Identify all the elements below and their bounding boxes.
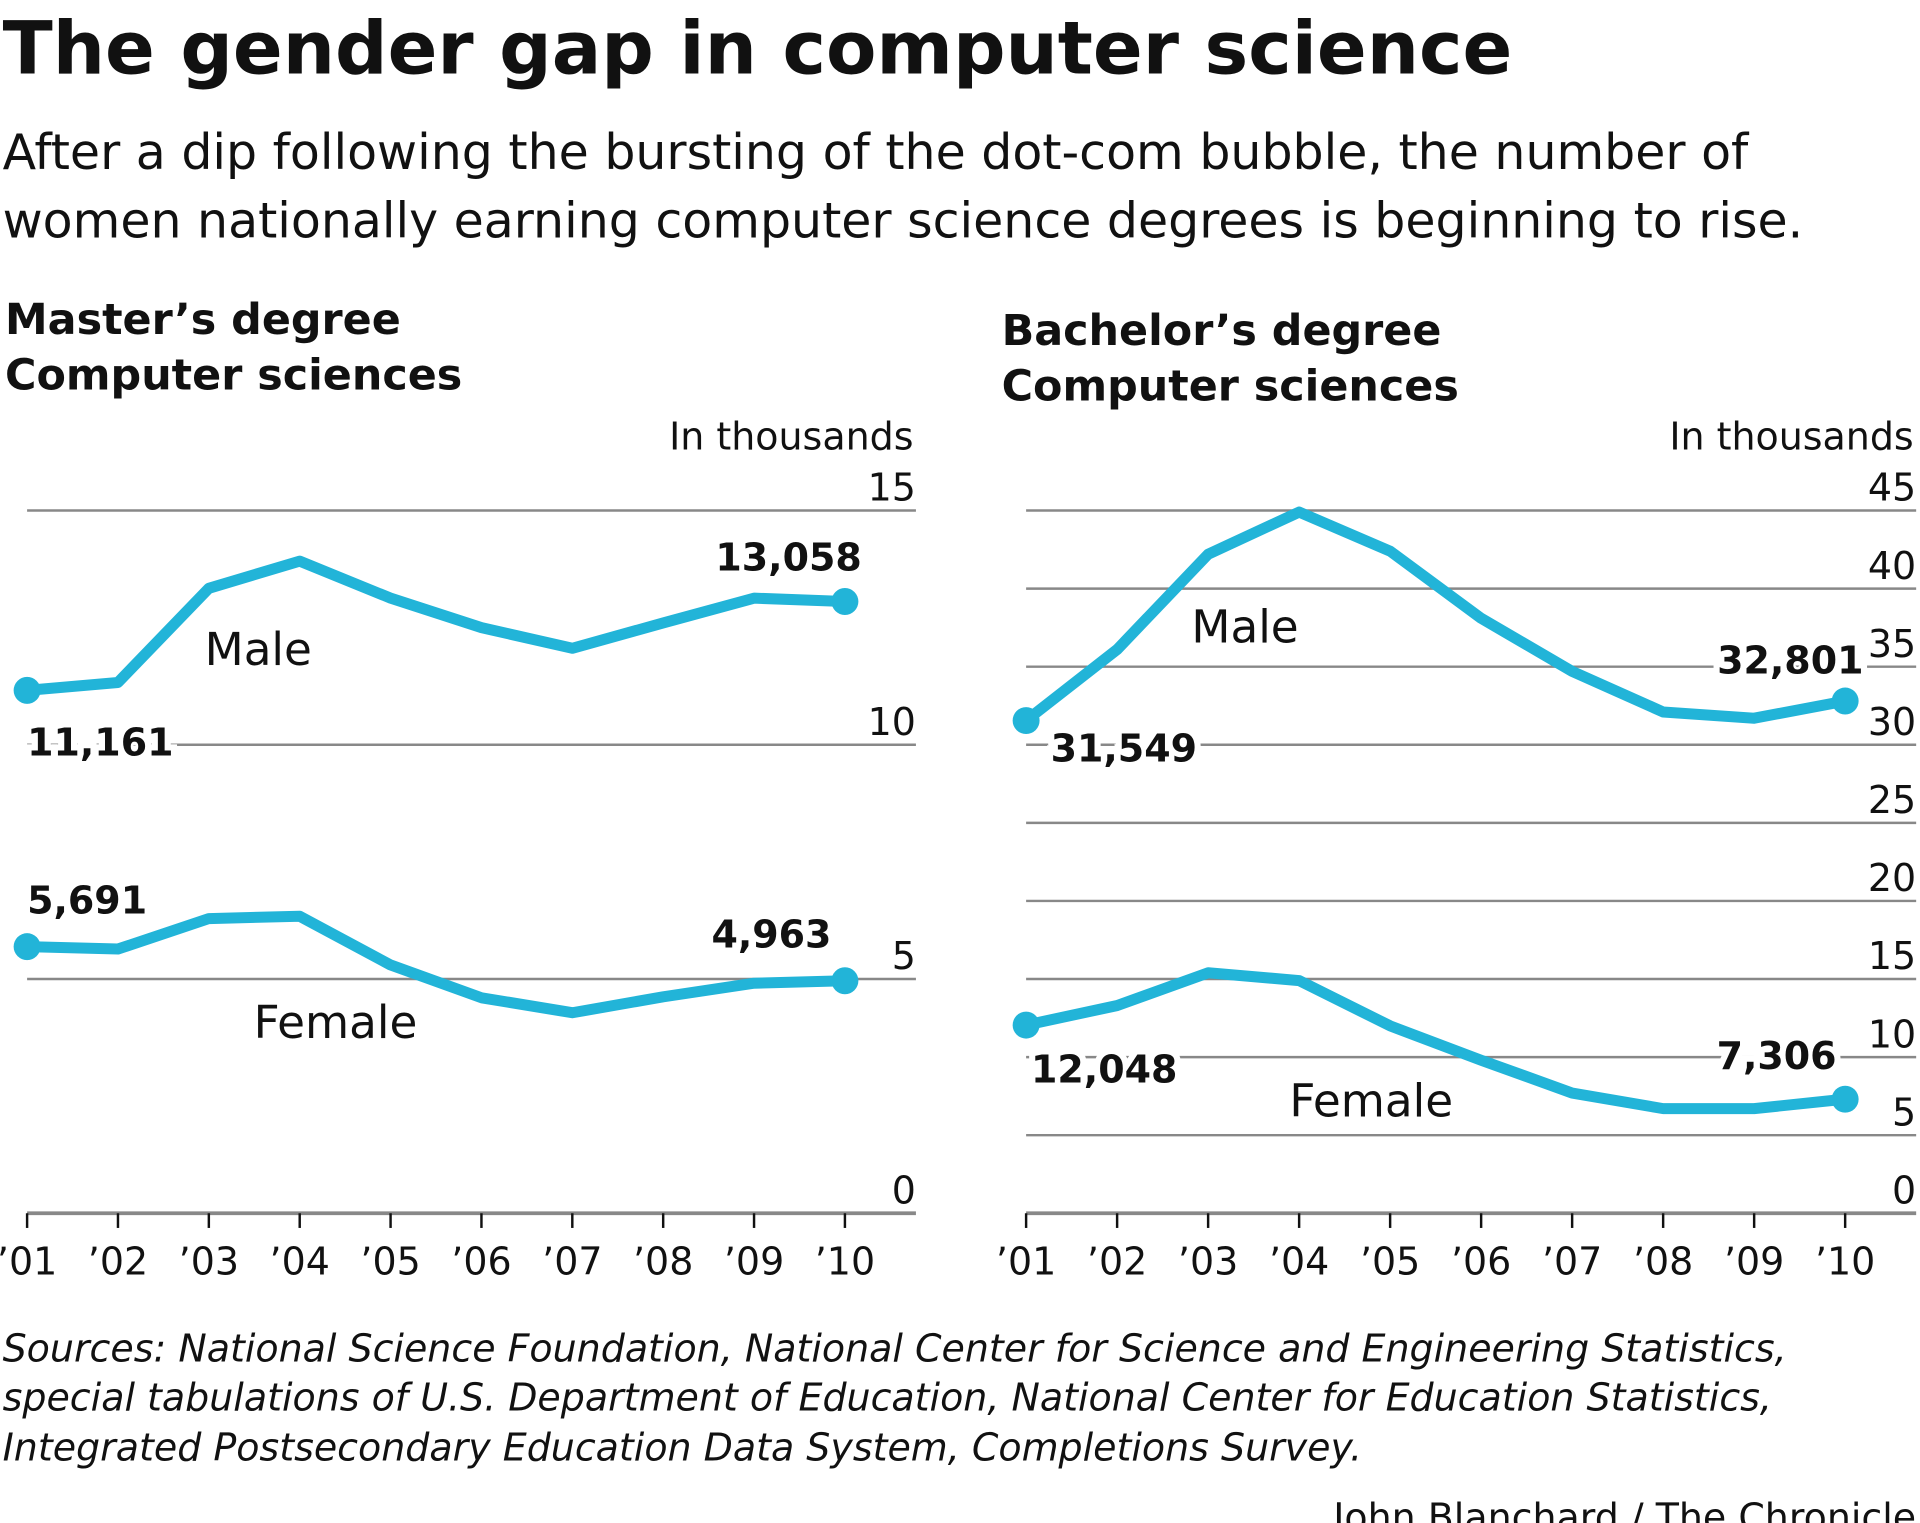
value-label: 12,048 (1031, 1047, 1177, 1091)
chart-subtitle: Computer sciences (1002, 361, 1459, 411)
x-tick-label: ’02 (88, 1239, 148, 1283)
x-tick-label: ’09 (1724, 1239, 1784, 1283)
x-tick-label: ’09 (724, 1239, 784, 1283)
point (1012, 707, 1040, 735)
y-tick-label: 5 (892, 934, 916, 978)
x-tick-label: ’02 (1087, 1239, 1147, 1283)
source: Integrated Postsecondary Education Data … (3, 1426, 1362, 1470)
x-tick-label: ’01 (996, 1239, 1056, 1283)
x-tick-label: ’04 (1269, 1239, 1329, 1283)
chart-subtitle: Computer sciences (5, 350, 462, 400)
point (831, 967, 859, 995)
series-name: Male (205, 623, 312, 676)
x-tick-label: ’04 (270, 1239, 330, 1283)
y-tick-label: 10 (1868, 1012, 1916, 1056)
series-name: Female (1289, 1075, 1453, 1128)
x-tick-label: ’08 (1633, 1239, 1693, 1283)
y-axis-label: In thousands (669, 414, 913, 458)
chart-title: Master’s degree (5, 295, 401, 345)
y-tick-label: 0 (1892, 1168, 1916, 1212)
point (13, 933, 41, 961)
point (1012, 1011, 1040, 1039)
value-label: 7,306 (1717, 1034, 1837, 1078)
source: special tabulations of U.S. Department o… (3, 1375, 1772, 1419)
value-label: 13,058 (715, 536, 861, 580)
y-tick-label: 30 (1868, 700, 1916, 744)
point (1831, 1085, 1859, 1113)
x-tick-label: ’07 (1542, 1239, 1602, 1283)
source: Sources: National Science Foundation, Na… (3, 1326, 1787, 1370)
point (831, 588, 859, 615)
x-tick-label: ’01 (0, 1239, 57, 1283)
series-line (1024, 967, 1846, 1115)
series-line (26, 555, 846, 696)
x-tick-label: ’06 (1451, 1239, 1511, 1283)
series-line (26, 910, 846, 1019)
series-line (1022, 506, 1847, 725)
value-label: 31,549 (1051, 727, 1197, 771)
x-tick-label: ’03 (1178, 1239, 1238, 1283)
value-label: 32,801 (1717, 638, 1863, 682)
value-label: 5,691 (27, 878, 147, 922)
y-tick-label: 0 (892, 1168, 916, 1212)
y-tick-label: 40 (1868, 544, 1916, 588)
subtitle: After a dip following the bursting of th… (3, 124, 1750, 181)
chart-title: Bachelor’s degree (1002, 306, 1442, 356)
credit: John Blanchard / The Chronicle (1331, 1495, 1916, 1523)
y-tick-label: 20 (1868, 856, 1916, 900)
series-name: Male (1191, 601, 1298, 654)
y-axis-label: In thousands (1669, 414, 1913, 458)
value-label: 4,963 (711, 913, 831, 957)
x-tick-label: ’05 (360, 1239, 420, 1283)
x-tick-label: ’07 (542, 1239, 602, 1283)
x-tick-label: ’06 (451, 1239, 511, 1283)
point (13, 676, 41, 704)
x-tick-label: ’10 (815, 1239, 875, 1283)
y-tick-label: 15 (1868, 934, 1916, 978)
y-tick-label: 45 (1868, 466, 1916, 510)
subtitle: women nationally earning computer scienc… (3, 193, 1804, 250)
y-tick-label: 5 (1892, 1090, 1916, 1134)
y-tick-label: 15 (868, 466, 916, 510)
y-tick-label: 35 (1868, 622, 1916, 666)
y-tick-label: 10 (868, 700, 916, 744)
value-label: 11,161 (27, 720, 173, 764)
page-title: The gender gap in computer science (3, 6, 1513, 91)
x-tick-label: ’08 (633, 1239, 693, 1283)
series-name: Female (254, 996, 418, 1049)
x-tick-label: ’05 (1360, 1239, 1420, 1283)
x-tick-label: ’10 (1815, 1239, 1875, 1283)
y-tick-label: 25 (1868, 778, 1916, 822)
point (1831, 687, 1859, 715)
x-tick-label: ’03 (179, 1239, 239, 1283)
